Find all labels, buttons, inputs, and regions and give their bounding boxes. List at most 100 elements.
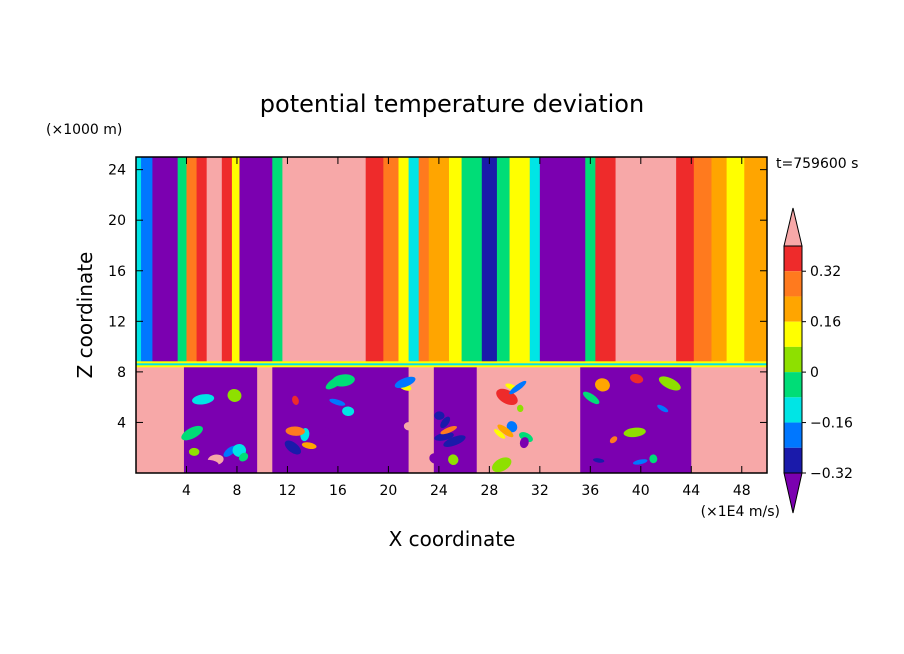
time-label: t=759600 s (776, 156, 858, 172)
filament-43 (284, 440, 302, 455)
filament-38 (199, 459, 219, 469)
colorbar-label: 0 (810, 365, 819, 381)
x-tick-label: 40 (632, 483, 650, 499)
colorbar: 0.32 0.16 0 −0.16 −0.32 (783, 207, 853, 514)
upper-column-7 (221, 157, 233, 365)
filament-19 (492, 457, 512, 473)
colorbar-label: −0.16 (810, 416, 853, 432)
filament-47 (285, 426, 305, 436)
filament-8 (440, 425, 458, 435)
filament-5 (443, 435, 466, 447)
lower-region-6 (476, 364, 546, 473)
filament-29 (658, 376, 681, 391)
y-unit-label: (×1000 m) (46, 122, 122, 138)
plot-area (136, 157, 767, 473)
upper-column-31 (726, 157, 745, 365)
filament-13 (516, 404, 524, 413)
lower-region-7 (544, 364, 581, 473)
filament-3 (440, 416, 451, 429)
filament-28 (630, 373, 644, 384)
x-tick-label: 16 (329, 483, 347, 499)
upper-column-13 (383, 157, 400, 365)
filament-32 (181, 425, 203, 441)
y-tick-label: 20 (108, 213, 126, 229)
upper-column-5 (196, 157, 208, 365)
lower-region-9 (691, 364, 767, 473)
upper-column-32 (744, 157, 767, 365)
colorbar-extend-top (783, 207, 803, 247)
filament-41 (301, 442, 317, 449)
x-tick-label: 28 (480, 483, 498, 499)
y-tick-label: 4 (117, 415, 126, 431)
x-tick-label: 20 (379, 483, 397, 499)
upper-column-21 (496, 157, 511, 365)
colorbar-swatch-7 (784, 397, 802, 423)
filament-4 (403, 422, 414, 431)
x-tick-label: 24 (430, 483, 448, 499)
colorbar-label: 0.32 (810, 264, 841, 280)
filament-14 (497, 424, 514, 438)
upper-column-1 (141, 157, 154, 365)
colorbar-extend-bottom (783, 472, 803, 514)
upper-column-25 (585, 157, 596, 365)
x-tick-label: 12 (279, 483, 297, 499)
x-unit-label: (×1E4 m/s) (701, 504, 780, 520)
colorbar-swatch-1 (784, 246, 802, 272)
y-tick-label: 24 (108, 163, 126, 179)
upper-column-20 (481, 157, 498, 365)
x-tick-label: 4 (182, 483, 191, 499)
colorbar-swatch-4 (784, 321, 802, 347)
x-tick-label: 32 (531, 483, 549, 499)
x-axis-label: X coordinate (389, 527, 516, 551)
upper-column-6 (206, 157, 223, 365)
upper-column-29 (693, 157, 713, 365)
filament-23 (582, 391, 600, 405)
lower-region-2 (257, 364, 273, 473)
chart-title: potential temperature deviation (260, 90, 644, 118)
upper-column-27 (615, 157, 677, 365)
colorbar-swatch-6 (784, 372, 802, 398)
filament-18 (509, 380, 527, 395)
filament-39 (238, 452, 249, 462)
filament-6 (434, 432, 454, 441)
y-tick-label: 12 (108, 314, 126, 330)
colorbar-swatch-2 (784, 271, 802, 297)
filament-48 (321, 427, 331, 436)
upper-column-23 (529, 157, 541, 365)
upper-column-12 (365, 157, 384, 365)
filament-49 (325, 375, 345, 390)
filament-25 (592, 458, 605, 463)
y-tick-label: 16 (108, 264, 126, 280)
upper-column-4 (186, 157, 198, 365)
filament-46 (342, 406, 355, 417)
lower-region-0 (136, 364, 185, 473)
upper-column-9 (239, 157, 273, 365)
filament-34 (240, 416, 254, 424)
colorbar-swatch-5 (784, 346, 802, 373)
filament-22 (649, 454, 658, 464)
x-tick-label: 8 (232, 483, 241, 499)
filament-15 (494, 429, 506, 439)
upper-column-8 (231, 157, 241, 365)
colorbar-swatch-9 (784, 447, 802, 473)
x-tick-label: 44 (682, 483, 700, 499)
colorbar-swatch-8 (784, 422, 802, 448)
upper-column-28 (676, 157, 695, 365)
plot-frame (135, 156, 768, 474)
upper-column-15 (408, 157, 420, 365)
upper-column-24 (539, 157, 586, 365)
x-tick-label: 36 (581, 483, 599, 499)
y-tick-label: 8 (117, 365, 126, 381)
upper-column-2 (152, 157, 179, 365)
colorbar-label: 0.16 (810, 315, 841, 331)
filament-40 (292, 395, 299, 405)
colorbar-frame (783, 245, 803, 474)
filament-7 (394, 376, 416, 389)
upper-column-0 (136, 157, 142, 365)
upper-column-11 (282, 157, 367, 365)
filament-27 (595, 378, 610, 392)
upper-column-22 (509, 157, 531, 365)
